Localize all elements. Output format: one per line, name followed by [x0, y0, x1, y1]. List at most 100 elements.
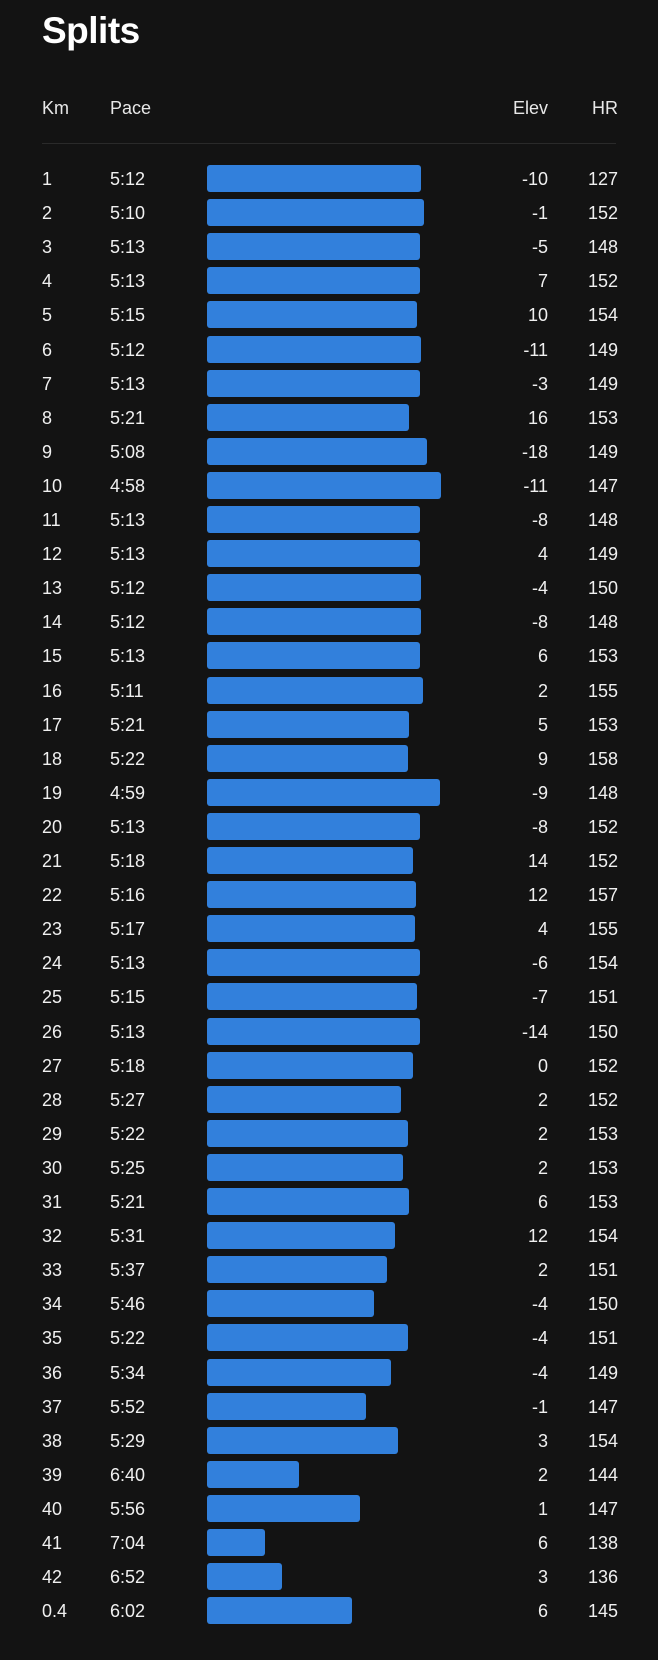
pace-bar — [207, 1222, 396, 1250]
pace-bar — [207, 437, 428, 465]
split-hr: 145 — [587, 1601, 618, 1622]
split-elev: -14 — [521, 1021, 548, 1042]
split-row: 39 6:40 2 144 — [0, 1458, 658, 1492]
split-pace: 5:27 — [110, 1089, 146, 1110]
pace-bar — [207, 847, 414, 874]
split-km: 13 — [42, 578, 63, 599]
split-hr: 152 — [587, 1089, 618, 1110]
split-row: 18 5:22 9 158 — [0, 742, 658, 776]
split-hr: 148 — [587, 612, 618, 633]
split-hr: 152 — [587, 271, 618, 292]
split-hr: 153 — [587, 646, 618, 667]
pace-bar — [207, 1085, 401, 1113]
split-km: 36 — [42, 1362, 63, 1383]
split-elev: 6 — [537, 1601, 548, 1622]
split-pace: 6:02 — [110, 1601, 146, 1622]
split-row: 35 5:22 -4 151 — [0, 1321, 658, 1355]
split-hr: 157 — [587, 885, 618, 906]
pace-bar — [207, 812, 421, 840]
split-elev: 3 — [537, 1430, 548, 1451]
split-row: 20 5:13 -8 152 — [0, 810, 658, 844]
split-pace: 5:15 — [110, 987, 146, 1008]
split-pace: 5:13 — [110, 816, 146, 837]
split-row: 11 5:13 -8 148 — [0, 503, 658, 537]
split-row: 22 5:16 12 157 — [0, 878, 658, 912]
split-row: 24 5:13 -6 154 — [0, 946, 658, 980]
pace-bar — [207, 1597, 352, 1625]
pace-bar — [207, 403, 409, 431]
split-pace: 5:13 — [110, 373, 146, 394]
split-pace: 5:13 — [110, 953, 146, 974]
column-header-hr: HR — [592, 98, 618, 118]
split-pace: 5:17 — [110, 919, 146, 940]
split-pace: 5:37 — [110, 1260, 146, 1281]
split-elev: 6 — [537, 1192, 548, 1212]
split-pace: 4:59 — [110, 782, 146, 803]
split-pace: 5:25 — [110, 1157, 146, 1178]
split-elev: -10 — [521, 169, 548, 189]
pace-bar — [207, 710, 409, 738]
split-km: 23 — [42, 919, 63, 940]
split-row: 3 5:13 -5 148 — [0, 230, 658, 264]
split-elev: -1 — [531, 1396, 548, 1417]
split-km: 37 — [42, 1396, 63, 1417]
split-km: 35 — [42, 1328, 63, 1349]
split-hr: 152 — [587, 203, 618, 224]
pace-bar — [207, 1153, 404, 1181]
split-row: 8 5:21 16 153 — [0, 401, 658, 435]
split-pace: 5:10 — [110, 203, 146, 224]
split-hr: 154 — [587, 1430, 618, 1451]
split-km: 41 — [42, 1533, 63, 1553]
split-elev: 2 — [537, 1123, 548, 1144]
split-km: 24 — [42, 953, 63, 974]
split-row: 0.4 6:02 6 145 — [0, 1594, 658, 1628]
pace-bar — [207, 983, 418, 1011]
split-hr: 150 — [587, 1294, 618, 1315]
pace-bar — [207, 915, 415, 943]
pace-bar — [207, 267, 421, 295]
split-row: 28 5:27 2 152 — [0, 1083, 658, 1117]
split-hr: 148 — [587, 782, 618, 803]
split-pace: 5:16 — [110, 885, 146, 906]
split-pace: 5:22 — [110, 1328, 146, 1349]
split-hr: 149 — [587, 339, 618, 360]
split-hr: 151 — [587, 1260, 618, 1281]
split-pace: 5:13 — [110, 1021, 146, 1042]
split-elev: -9 — [531, 782, 548, 803]
split-pace: 5:18 — [110, 1055, 146, 1076]
split-row: 6 5:12 -11 149 — [0, 333, 658, 367]
split-pace: 5:31 — [110, 1226, 146, 1247]
split-km: 25 — [42, 987, 63, 1008]
split-km: 33 — [42, 1260, 63, 1281]
split-hr: 149 — [587, 441, 618, 462]
split-hr: 147 — [587, 1396, 618, 1417]
split-row: 32 5:31 12 154 — [0, 1219, 658, 1253]
pace-bar — [207, 1324, 408, 1352]
split-km: 20 — [42, 816, 63, 837]
split-elev: 6 — [537, 646, 548, 667]
split-elev: -6 — [531, 953, 548, 974]
split-km: 9 — [42, 441, 53, 462]
split-elev: 10 — [527, 305, 548, 326]
split-hr: 147 — [587, 475, 618, 496]
split-elev: -8 — [531, 612, 548, 633]
split-pace: 5:12 — [110, 169, 146, 189]
split-pace: 5:21 — [110, 407, 146, 428]
page-title: Splits — [42, 10, 140, 51]
split-elev: 4 — [537, 544, 548, 565]
split-hr: 151 — [587, 1328, 618, 1349]
split-hr: 153 — [587, 714, 618, 735]
header-divider — [42, 143, 616, 144]
split-hr: 152 — [587, 816, 618, 837]
pace-bar — [207, 301, 418, 329]
pace-bar — [207, 335, 422, 363]
split-pace: 5:56 — [110, 1498, 146, 1519]
split-hr: 155 — [587, 680, 618, 701]
split-km: 34 — [42, 1294, 63, 1315]
split-row: 31 5:21 6 153 — [0, 1185, 658, 1219]
pace-bar — [207, 778, 440, 806]
pace-bar — [207, 1290, 375, 1318]
split-hr: 144 — [587, 1464, 618, 1485]
split-km: 5 — [42, 305, 53, 326]
split-pace: 5:13 — [110, 510, 146, 530]
